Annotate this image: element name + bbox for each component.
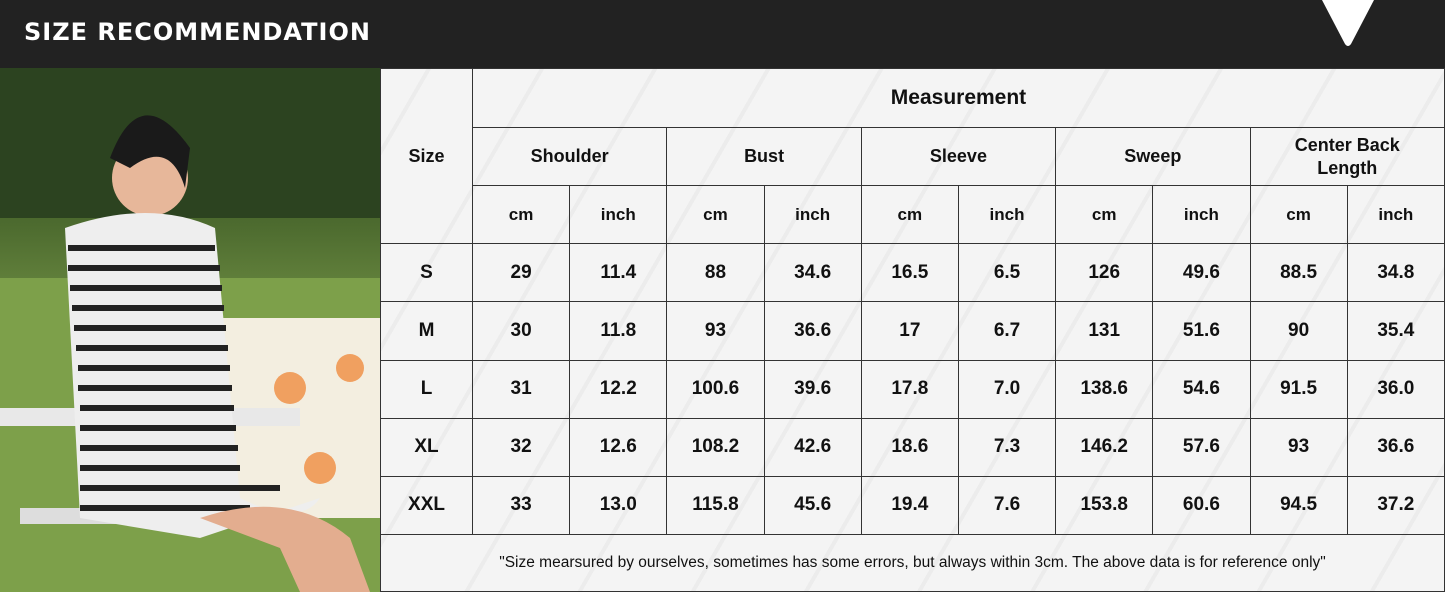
value-cell: 108.2 [666,417,765,477]
value-cell: 11.8 [569,301,668,361]
unit-cell: inch [1152,185,1251,245]
size-cell: XXL [380,475,473,535]
header-banner: SIZE RECOMMENDATION [0,0,1445,68]
unit-cell: cm [471,185,571,245]
size-chart-table: Size Measurement Shoulder Bust Sleeve Sw… [380,67,1445,592]
value-cell: 90 [1249,301,1348,361]
unit-row: cm inch cm inch cm inch cm inch cm inch [381,185,1445,245]
footnote: "Size mearsured by ourselves, sometimes … [380,533,1445,592]
value-cell: 54.6 [1152,359,1251,419]
value-cell: 16.5 [860,243,959,303]
value-cell: 94.5 [1249,475,1348,535]
group-header-sweep: Sweep [1055,127,1251,187]
size-cell: S [380,243,473,303]
unit-cell: cm [666,185,765,245]
group-header-sleeve: Sleeve [860,127,1057,187]
value-cell: 32 [471,417,571,477]
size-cell: M [380,301,473,361]
value-cell: 12.2 [569,359,668,419]
value-cell: 11.4 [569,243,668,303]
value-cell: 88 [666,243,765,303]
value-cell: 18.6 [860,417,959,477]
group-header-center-back-length: Center Back Length [1249,127,1445,187]
value-cell: 100.6 [666,359,765,419]
group-header-shoulder: Shoulder [471,127,668,187]
table-row: S 29 11.4 88 34.6 16.5 6.5 126 49.6 88.5 34.8 [380,243,1445,303]
value-cell: 30 [471,301,571,361]
value-cell: 138.6 [1055,359,1154,419]
value-cell: 57.6 [1152,417,1251,477]
value-cell: 35.4 [1346,301,1445,361]
size-header: Size [380,67,473,245]
size-cell: XL [380,417,473,477]
unit-cell: cm [1055,185,1154,245]
value-cell: 93 [666,301,765,361]
value-cell: 6.7 [957,301,1057,361]
value-cell: 146.2 [1055,417,1154,477]
value-cell: 13.0 [569,475,668,535]
chevron-down-icon [1322,0,1374,46]
unit-cell: cm [860,185,959,245]
value-cell: 19.4 [860,475,959,535]
value-cell: 153.8 [1055,475,1154,535]
value-cell: 17.8 [860,359,959,419]
value-cell: 6.5 [957,243,1057,303]
value-cell: 51.6 [1152,301,1251,361]
table-row: XL 32 12.6 108.2 42.6 18.6 7.3 146.2 57.6 93 36.6 [380,417,1445,477]
value-cell: 39.6 [763,359,862,419]
value-cell: 37.2 [1346,475,1445,535]
measurement-header: Measurement [472,67,1445,129]
value-cell: 131 [1055,301,1154,361]
value-cell: 49.6 [1152,243,1251,303]
table-row: L 31 12.2 100.6 39.6 17.8 7.0 138.6 54.6 91.5 36.0 [380,359,1445,419]
unit-cell: cm [1249,185,1348,245]
table-row: M 30 11.8 93 36.6 17 6.7 131 51.6 90 35.4 [380,301,1445,361]
value-cell: 34.6 [763,243,862,303]
value-cell: 34.8 [1346,243,1445,303]
value-cell: 115.8 [666,475,765,535]
size-cell: L [380,359,473,419]
value-cell: 7.0 [957,359,1057,419]
unit-cell: inch [569,185,668,245]
value-cell: 93 [1249,417,1348,477]
value-cell: 7.3 [957,417,1057,477]
value-cell: 36.6 [1346,417,1445,477]
value-cell: 45.6 [763,475,862,535]
value-cell: 7.6 [957,475,1057,535]
unit-cell: inch [763,185,862,245]
value-cell: 88.5 [1249,243,1348,303]
value-cell: 31 [471,359,571,419]
model-photo [0,68,380,592]
group-header-bust: Bust [666,127,862,187]
value-cell: 36.6 [763,301,862,361]
table-row: XXL 33 13.0 115.8 45.6 19.4 7.6 153.8 60.6 94.5 37… [380,475,1445,535]
page-title: SIZE RECOMMENDATION [24,18,371,46]
value-cell: 12.6 [569,417,668,477]
value-cell: 126 [1055,243,1154,303]
value-cell: 42.6 [763,417,862,477]
value-cell: 17 [860,301,959,361]
value-cell: 29 [471,243,571,303]
value-cell: 36.0 [1346,359,1445,419]
unit-cell: inch [957,185,1057,245]
value-cell: 33 [471,475,571,535]
value-cell: 60.6 [1152,475,1251,535]
unit-cell: inch [1346,185,1445,245]
value-cell: 91.5 [1249,359,1348,419]
